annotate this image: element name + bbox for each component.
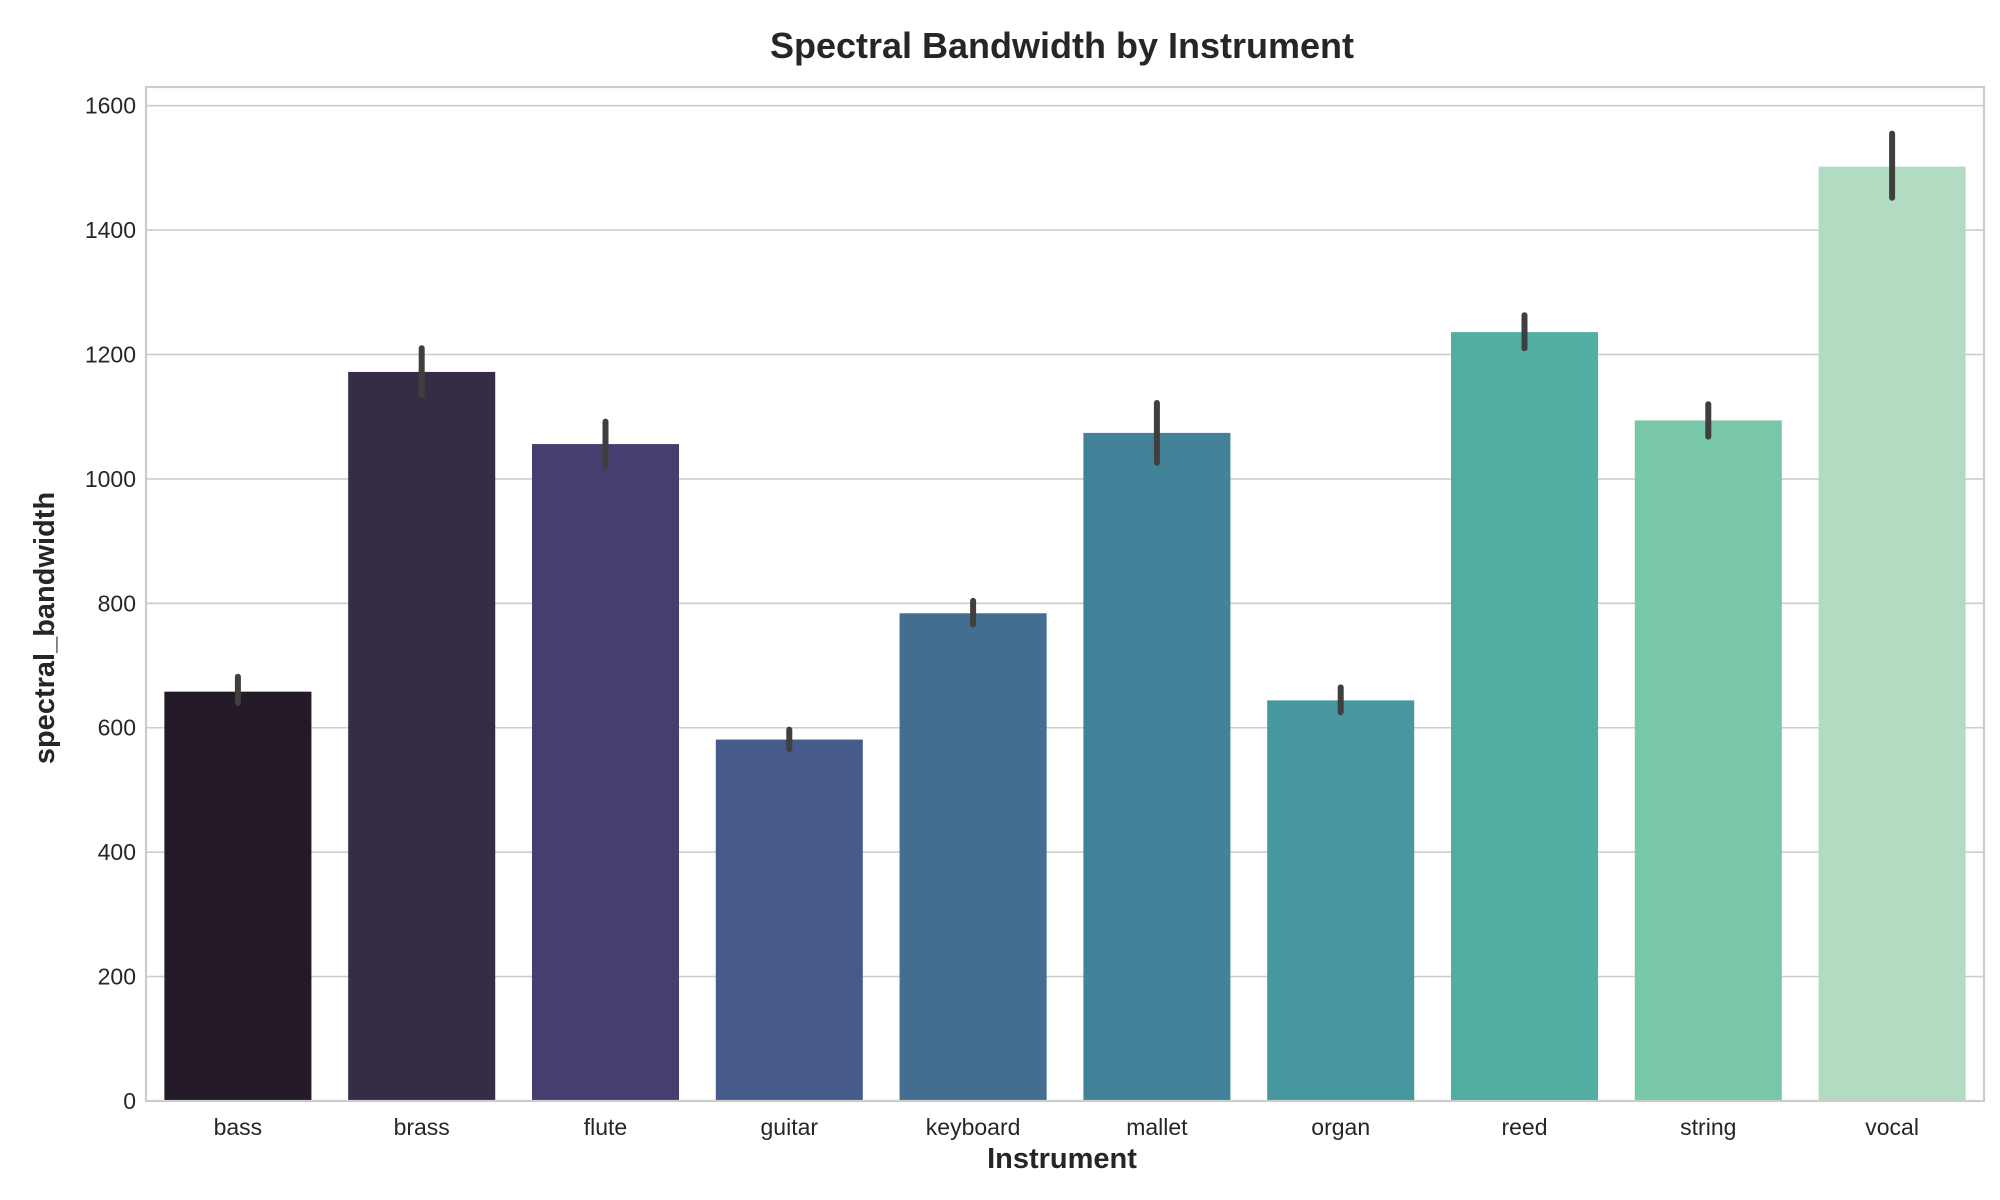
- x-tick-label: string: [1680, 1114, 1736, 1140]
- x-tick-label: vocal: [1865, 1114, 1919, 1140]
- y-tick-labels: 0 200 400 600 800 1000 1200 1400 1600: [85, 93, 136, 1114]
- chart-title: Spectral Bandwidth by Instrument: [770, 25, 1354, 66]
- bar-mallet: [1083, 432, 1231, 1101]
- plot-frame: [144, 85, 1986, 1103]
- x-tick-label: organ: [1311, 1114, 1370, 1140]
- y-axis-label: spectral_bandwidth: [29, 492, 61, 764]
- bar-flute: [531, 444, 680, 1102]
- x-axis-label: Instrument: [987, 1143, 1137, 1175]
- y-tick-label: 1400: [85, 217, 136, 243]
- y-tick-label: 1000: [85, 466, 136, 492]
- y-tick-label: 200: [98, 964, 136, 990]
- x-tick-label: flute: [584, 1114, 627, 1140]
- y-tick-label: 1600: [85, 93, 136, 119]
- x-tick-label: brass: [394, 1114, 450, 1140]
- y-tick-label: 400: [98, 839, 136, 865]
- bar-reed: [1450, 332, 1599, 1102]
- bar-keyboard: [899, 613, 1047, 1101]
- x-tick-labels: bass brass flute guitar keyboard mallet organ r…: [214, 1114, 1919, 1140]
- x-tick-label: guitar: [761, 1114, 819, 1140]
- bar-guitar: [715, 739, 863, 1101]
- x-tick-label: keyboard: [926, 1114, 1021, 1140]
- y-tick-label: 600: [98, 715, 136, 741]
- bar-brass: [348, 371, 496, 1101]
- bar-vocal: [1818, 166, 1966, 1101]
- bar-organ: [1267, 700, 1415, 1101]
- bar-string: [1634, 420, 1782, 1101]
- y-tick-label: 1200: [85, 341, 136, 367]
- y-tick-label: 0: [123, 1088, 136, 1114]
- y-tick-label: 800: [98, 590, 136, 616]
- bar-bass: [164, 691, 312, 1101]
- x-tick-label: reed: [1501, 1114, 1547, 1140]
- x-tick-label: bass: [214, 1114, 263, 1140]
- error-bars: [234, 130, 1896, 752]
- x-tick-label: mallet: [1126, 1114, 1188, 1140]
- bars: [164, 166, 1966, 1102]
